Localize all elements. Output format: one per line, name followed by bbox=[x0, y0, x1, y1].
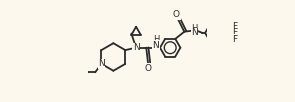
Text: H: H bbox=[153, 35, 159, 44]
Text: N: N bbox=[98, 59, 105, 68]
Text: F: F bbox=[232, 35, 237, 44]
Text: N: N bbox=[133, 43, 140, 52]
Text: H: H bbox=[191, 24, 198, 33]
Text: F: F bbox=[232, 22, 237, 31]
Text: N: N bbox=[191, 28, 198, 37]
Text: N: N bbox=[153, 41, 159, 50]
Text: O: O bbox=[145, 64, 152, 73]
Text: F: F bbox=[232, 28, 237, 37]
Text: O: O bbox=[173, 10, 180, 19]
